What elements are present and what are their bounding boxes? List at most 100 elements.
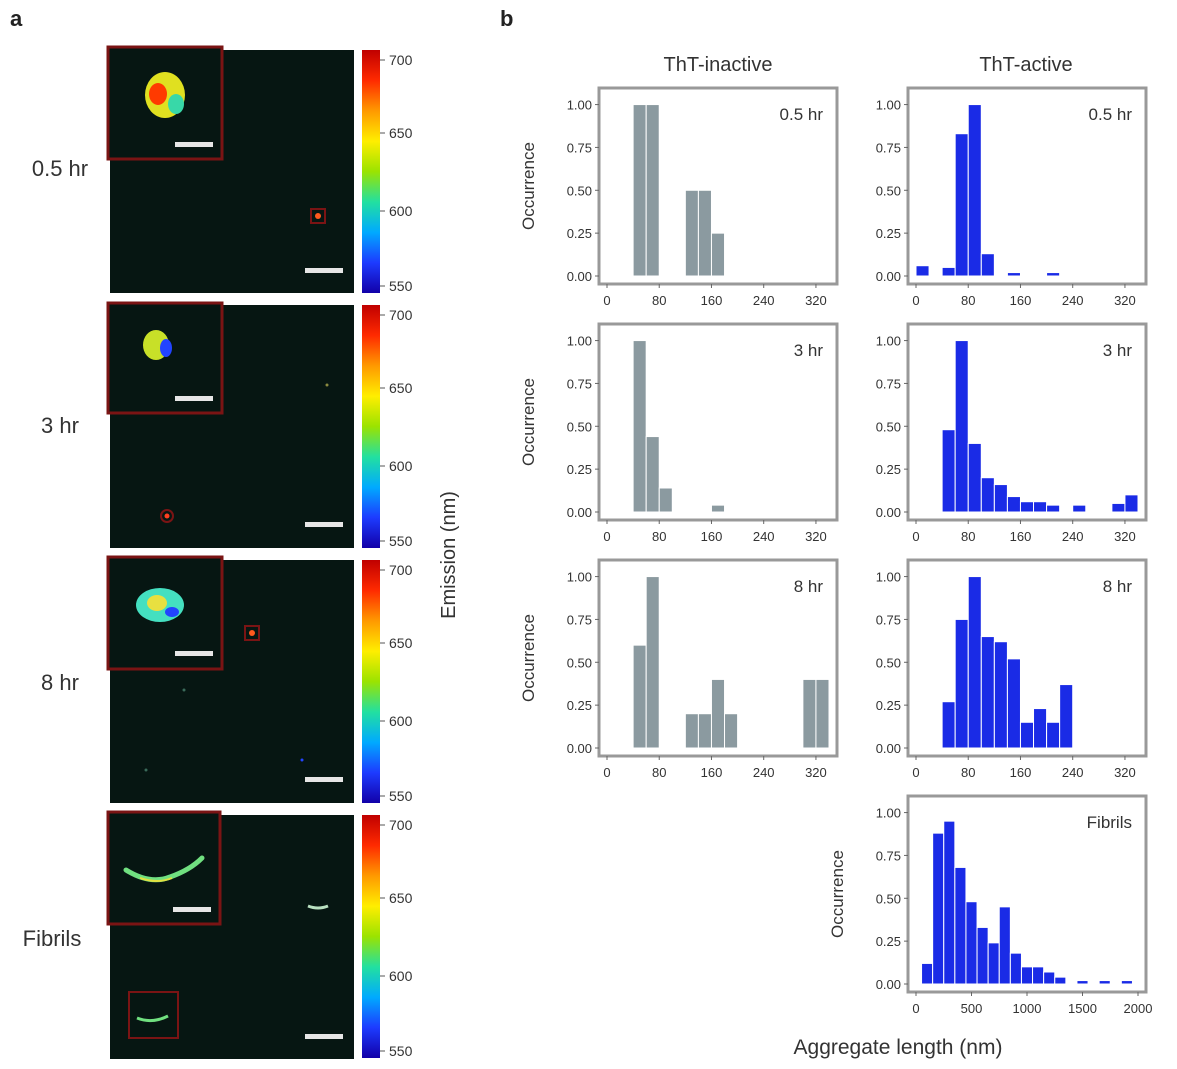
histogram-bar bbox=[684, 189, 699, 277]
x-tick-label: 160 bbox=[701, 765, 723, 780]
row-time-label: 8 hr bbox=[41, 670, 79, 695]
colorbar-tick-label: 650 bbox=[389, 635, 413, 651]
colorbar: 700 650 600 550 bbox=[362, 305, 413, 549]
colorbar-tick-label: 700 bbox=[389, 307, 413, 323]
plot-frame bbox=[906, 86, 1148, 286]
colorbar-label: Emission (nm) bbox=[438, 491, 460, 619]
y-tick-label: 0.75 bbox=[567, 140, 592, 155]
histogram-bar bbox=[1046, 721, 1061, 749]
histogram-panel: 0.5 hr 0.00 0.25 0.50 0.75 1.00 0 80 160 240 320 bbox=[876, 86, 1148, 308]
micrograph-row-2: 3 hr bbox=[41, 301, 354, 548]
column-title-inactive: ThT-inactive bbox=[664, 54, 773, 76]
histogram-bar bbox=[815, 678, 830, 749]
x-tick-label: 0 bbox=[912, 1001, 919, 1016]
y-tick-label: 1.00 bbox=[876, 334, 901, 349]
y-tick-label: 0.50 bbox=[876, 183, 901, 198]
inset-scale-bar bbox=[175, 396, 213, 401]
y-tick-label: 0.25 bbox=[876, 698, 901, 713]
x-tick-label: 240 bbox=[1062, 529, 1084, 544]
x-tick-label: 160 bbox=[1010, 529, 1032, 544]
y-tick-label: 0.50 bbox=[876, 891, 901, 906]
panel-time-label: 8 hr bbox=[1103, 577, 1133, 596]
histogram-bar bbox=[1020, 966, 1034, 985]
row-time-label: 0.5 hr bbox=[32, 156, 88, 181]
panel-time-label: 0.5 hr bbox=[780, 105, 824, 124]
x-tick-label: 240 bbox=[753, 765, 775, 780]
histogram-bar bbox=[915, 265, 930, 277]
histogram-bar bbox=[632, 340, 647, 513]
y-tick-label: 1.00 bbox=[876, 570, 901, 585]
y-tick-label: 0.25 bbox=[567, 698, 592, 713]
micrograph-row-4: Fibrils bbox=[23, 810, 354, 1059]
histogram-bar bbox=[710, 678, 726, 749]
histogram-bar bbox=[684, 713, 699, 749]
x-tick-label: 320 bbox=[805, 529, 827, 544]
histogram-bar bbox=[710, 504, 726, 513]
x-tick-label: 240 bbox=[753, 529, 775, 544]
y-tick-label: 0.75 bbox=[567, 376, 592, 391]
histogram-bar bbox=[980, 253, 995, 277]
y-tick-label: 0.75 bbox=[876, 848, 901, 863]
histogram-bar bbox=[980, 636, 995, 749]
colorbar-tick-label: 700 bbox=[389, 562, 413, 578]
histogram-bar bbox=[1076, 980, 1089, 985]
x-tick-label: 2000 bbox=[1124, 1001, 1153, 1016]
histogram-panel: 0.5 hr 0.00 0.25 0.50 0.75 1.00 0 80 160 240 320 Oc… bbox=[519, 86, 839, 308]
plot-frame bbox=[906, 322, 1148, 522]
aggregate-spot bbox=[315, 213, 321, 219]
histogram-bar bbox=[954, 133, 969, 277]
histogram-bar bbox=[943, 820, 956, 985]
aggregate-inset-edge bbox=[168, 94, 184, 114]
colorbar-tick-label: 600 bbox=[389, 968, 413, 984]
x-tick-label: 80 bbox=[652, 293, 666, 308]
histogram-bar bbox=[632, 644, 647, 749]
histogram-bar bbox=[976, 926, 989, 985]
histogram-bar bbox=[954, 618, 969, 749]
plot-frame bbox=[906, 558, 1148, 758]
aggregate-spot bbox=[160, 509, 174, 523]
scale-bar bbox=[305, 777, 343, 782]
fibril-spot bbox=[307, 904, 329, 910]
y-tick-label: 0.75 bbox=[567, 612, 592, 627]
colorbar-tick-label: 650 bbox=[389, 890, 413, 906]
plot-frame bbox=[597, 322, 839, 522]
y-tick-label: 0.00 bbox=[567, 741, 592, 756]
histogram-bar bbox=[1124, 494, 1139, 513]
panel-time-label: 8 hr bbox=[794, 577, 824, 596]
colorbars: 700 650 600 550 700 650 600 550 700 650 600 550 700 6… bbox=[362, 50, 413, 1059]
x-tick-label: 320 bbox=[805, 293, 827, 308]
histogram-bar bbox=[697, 713, 712, 749]
y-tick-label: 0.50 bbox=[876, 419, 901, 434]
histogram-bar bbox=[1111, 502, 1126, 513]
histogram-bar bbox=[998, 906, 1011, 985]
histogram-bar bbox=[980, 477, 995, 513]
colorbar-tick-label: 550 bbox=[389, 533, 413, 549]
y-tick-label: 0.00 bbox=[567, 269, 592, 284]
colorbar-tick-label: 600 bbox=[389, 203, 413, 219]
histogram-bar bbox=[645, 576, 660, 749]
histogram-panel: Fibrils 0.00 0.25 0.50 0.75 1.00 0 500 1000 1500 2… bbox=[828, 794, 1153, 1016]
histogram-panel: 8 hr 0.00 0.25 0.50 0.75 1.00 0 80 160 240 320 Occu… bbox=[519, 558, 839, 780]
panel-time-label: 3 hr bbox=[794, 341, 824, 360]
aggregate-inset-core bbox=[149, 83, 167, 105]
y-tick-label: 0.50 bbox=[567, 655, 592, 670]
micrograph-row-1: 0.5 hr bbox=[32, 45, 354, 293]
aggregate-spot-core bbox=[164, 513, 170, 519]
y-tick-label: 1.00 bbox=[876, 806, 901, 821]
faint-spot bbox=[144, 768, 148, 772]
colorbar-tick-label: 700 bbox=[389, 817, 413, 833]
colorbar: 700 650 600 550 bbox=[362, 50, 413, 294]
x-tick-label: 320 bbox=[805, 765, 827, 780]
histogram-bar bbox=[724, 713, 739, 749]
aggregate-inset-edge bbox=[165, 607, 179, 617]
x-tick-label: 160 bbox=[1010, 765, 1032, 780]
histogram-bar bbox=[1033, 501, 1048, 513]
x-tick-label: 240 bbox=[1062, 293, 1084, 308]
plot-frame bbox=[597, 558, 839, 758]
x-tick-label: 240 bbox=[753, 293, 775, 308]
histogram-bar bbox=[1120, 980, 1133, 985]
histogram-bar bbox=[993, 641, 1008, 749]
plot-frame bbox=[597, 86, 839, 286]
histogram-bar bbox=[967, 104, 982, 277]
histogram-bar bbox=[965, 901, 978, 985]
